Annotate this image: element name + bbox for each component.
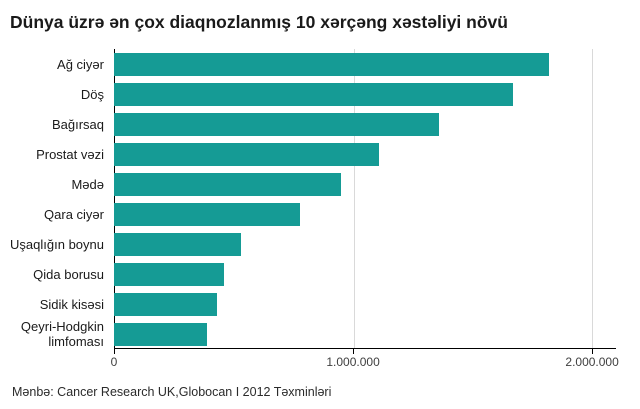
bar-track — [114, 112, 616, 136]
bar — [114, 52, 550, 76]
plot-area — [114, 49, 616, 349]
bar-track — [114, 232, 616, 256]
category-label: Mədə — [71, 176, 104, 192]
bar-rows: Ağ ciyər Döş Bağırsaq Prostat vəzi Mədə Qara … — [10, 49, 630, 349]
tick-mark — [353, 349, 355, 354]
bar — [114, 292, 217, 316]
bar-row: Qida borusu — [10, 259, 630, 289]
bar-chart: Ağ ciyər Döş Bağırsaq Prostat vəzi Mədə Qara … — [10, 49, 630, 370]
bar-track — [114, 322, 616, 346]
bar-row: Mədə — [10, 169, 630, 199]
bar — [114, 172, 342, 196]
x-axis-labels: 0 1.000.000 2.000.000 — [110, 354, 619, 370]
bar-track — [114, 82, 616, 106]
x-axis — [114, 349, 616, 354]
gridline — [592, 49, 594, 348]
bar-row: Qeyri-Hodgkin limfoması — [10, 319, 630, 349]
category-label: Prostat vəzi — [36, 146, 104, 162]
bar — [114, 202, 301, 226]
bar-row: Sidik kisəsi — [10, 289, 630, 319]
bar-row: Döş — [10, 79, 630, 109]
bar-track — [114, 142, 616, 166]
tick-mark — [592, 349, 594, 354]
tick-label: 0 — [110, 355, 118, 369]
bar-row: Bağırsaq — [10, 109, 630, 139]
category-label: Uşaqlığın boynu — [10, 236, 104, 252]
tick-mark — [114, 349, 115, 354]
bar — [114, 322, 208, 346]
bar — [114, 262, 224, 286]
category-label: Bağırsaq — [51, 116, 104, 132]
tick-label: 2.000.000 — [565, 355, 619, 369]
chart-title: Dünya üzrə ən çox diaqnozlanmış 10 xərçə… — [10, 12, 508, 32]
bar — [114, 142, 380, 166]
category-label: Sidik kisəsi — [39, 296, 104, 312]
bar-track — [114, 292, 616, 316]
bar-row: Ağ ciyər — [10, 49, 630, 79]
bar — [114, 232, 241, 256]
bar — [114, 82, 514, 106]
gridline — [353, 49, 355, 348]
tick-label: 1.000.000 — [326, 355, 380, 369]
category-label: Qida borusu — [33, 266, 104, 282]
bar-track — [114, 172, 616, 196]
source-note: Mənbə: Cancer Research UK,Globocan I 201… — [12, 385, 332, 399]
bar-track — [114, 262, 616, 286]
bar — [114, 112, 440, 136]
bar-track — [114, 52, 616, 76]
category-label: Qeyri-Hodgkin limfoması — [20, 319, 104, 349]
bar-track — [114, 202, 616, 226]
category-label: Ağ ciyər — [57, 56, 104, 72]
category-label: Qara ciyər — [44, 206, 104, 222]
bar-row: Prostat vəzi — [10, 139, 630, 169]
bar-row: Uşaqlığın boynu — [10, 229, 630, 259]
category-label: Döş — [80, 86, 104, 102]
bar-row: Qara ciyər — [10, 199, 630, 229]
